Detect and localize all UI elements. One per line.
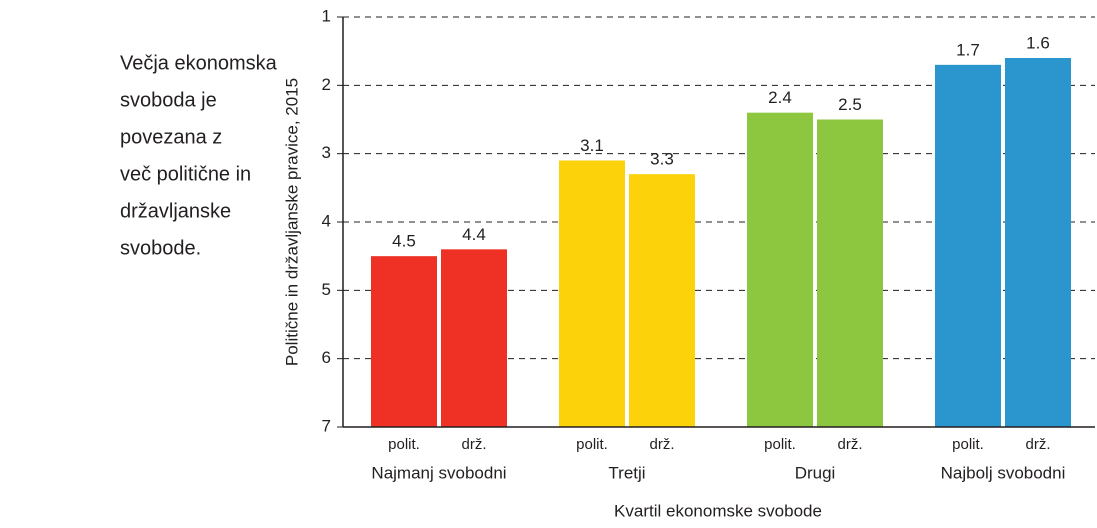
value-label: 4.4 [462,225,486,244]
side-text: povezana z [120,126,222,148]
sub-label: drž. [461,436,486,453]
bar [817,119,883,427]
side-text: svobode. [120,237,201,259]
x-tick-label: Tretji [608,463,645,482]
x-axis-label: Kvartil ekonomske svobode [614,501,822,520]
value-label: 1.7 [956,40,980,59]
value-label: 1.6 [1026,33,1050,52]
x-tick-label: Drugi [795,463,836,482]
side-text: državljanske [120,200,231,222]
bar [441,249,507,427]
side-text: več politične in [120,163,251,185]
bar [747,112,813,428]
bar [935,64,1001,427]
value-label: 2.4 [768,88,792,107]
sub-label: polit. [764,436,796,453]
y-tick-label: 5 [322,280,331,299]
y-tick-label: 6 [322,348,331,367]
x-tick-label: Najmanj svobodni [371,463,506,482]
sub-label: polit. [952,436,984,453]
sub-label: polit. [388,436,420,453]
y-tick-label: 7 [322,416,331,435]
bar [371,256,437,427]
sub-label: polit. [576,436,608,453]
y-tick-label: 3 [322,143,331,162]
value-label: 3.3 [650,150,674,169]
y-tick-label: 2 [322,75,331,94]
x-tick-label: Najbolj svobodni [941,463,1066,482]
side-text: Večja ekonomska [120,52,278,74]
value-label: 3.1 [580,136,604,155]
bar [1005,58,1071,427]
sub-label: drž. [1025,436,1050,453]
sub-label: drž. [649,436,674,453]
y-tick-label: 1 [322,6,331,25]
sub-label: drž. [837,436,862,453]
bar [629,174,695,427]
bar [559,160,625,427]
value-label: 2.5 [838,95,862,114]
y-axis-label: Politične in državljanske pravice, 2015 [282,78,301,366]
y-tick-label: 4 [322,211,331,230]
side-text: svoboda je [120,89,217,111]
value-label: 4.5 [392,232,416,251]
